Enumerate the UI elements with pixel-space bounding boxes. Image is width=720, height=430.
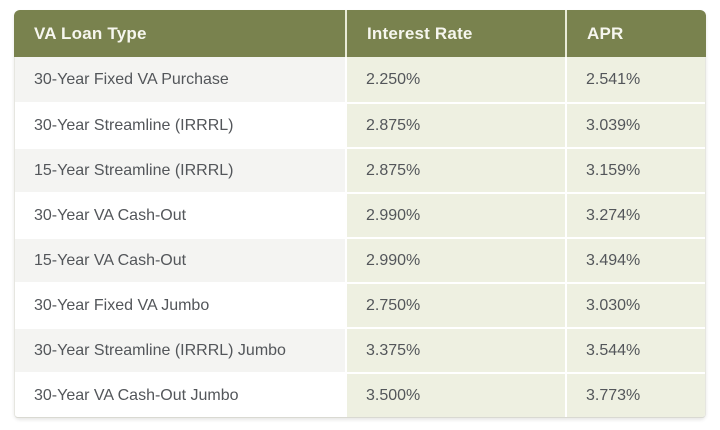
cell-apr: 3.039% xyxy=(565,104,705,147)
table-row: 15-Year Streamline (IRRRL) 2.875% 3.159% xyxy=(15,147,705,192)
table-row: 15-Year VA Cash-Out 2.990% 3.494% xyxy=(15,237,705,282)
va-loan-rates-table: VA Loan Type Interest Rate APR 30-Year F… xyxy=(14,10,706,418)
table-row: 30-Year VA Cash-Out Jumbo 3.500% 3.773% xyxy=(15,372,705,417)
cell-apr: 3.773% xyxy=(565,374,705,417)
cell-interest-rate: 2.990% xyxy=(345,194,565,237)
table-body: 30-Year Fixed VA Purchase 2.250% 2.541% 30-… xyxy=(14,57,706,418)
cell-interest-rate: 3.500% xyxy=(345,374,565,417)
cell-interest-rate: 2.990% xyxy=(345,239,565,282)
cell-loan-type: 30-Year Streamline (IRRRL) xyxy=(15,104,345,147)
table-row: 30-Year Streamline (IRRRL) Jumbo 3.375% 3.… xyxy=(15,327,705,372)
table-row: 30-Year Streamline (IRRRL) 2.875% 3.039% xyxy=(15,102,705,147)
table-row: 30-Year Fixed VA Jumbo 2.750% 3.030% xyxy=(15,282,705,327)
cell-loan-type: 15-Year VA Cash-Out xyxy=(15,239,345,282)
table-header-row: VA Loan Type Interest Rate APR xyxy=(14,10,706,57)
cell-apr: 3.544% xyxy=(565,329,705,372)
cell-apr: 2.541% xyxy=(565,57,705,102)
column-header-interest-rate: Interest Rate xyxy=(345,10,565,57)
cell-interest-rate: 2.250% xyxy=(345,57,565,102)
cell-loan-type: 30-Year Fixed VA Jumbo xyxy=(15,284,345,327)
cell-apr: 3.030% xyxy=(565,284,705,327)
column-header-apr: APR xyxy=(565,10,706,57)
table-row: 30-Year Fixed VA Purchase 2.250% 2.541% xyxy=(15,57,705,102)
cell-loan-type: 30-Year VA Cash-Out Jumbo xyxy=(15,374,345,417)
cell-apr: 3.159% xyxy=(565,149,705,192)
cell-interest-rate: 2.875% xyxy=(345,104,565,147)
cell-loan-type: 30-Year Fixed VA Purchase xyxy=(15,57,345,102)
cell-interest-rate: 2.750% xyxy=(345,284,565,327)
cell-interest-rate: 3.375% xyxy=(345,329,565,372)
cell-loan-type: 30-Year VA Cash-Out xyxy=(15,194,345,237)
cell-apr: 3.494% xyxy=(565,239,705,282)
cell-loan-type: 30-Year Streamline (IRRRL) Jumbo xyxy=(15,329,345,372)
column-header-loan-type: VA Loan Type xyxy=(34,23,147,43)
cell-interest-rate: 2.875% xyxy=(345,149,565,192)
table-row: 30-Year VA Cash-Out 2.990% 3.274% xyxy=(15,192,705,237)
cell-apr: 3.274% xyxy=(565,194,705,237)
cell-loan-type: 15-Year Streamline (IRRRL) xyxy=(15,149,345,192)
